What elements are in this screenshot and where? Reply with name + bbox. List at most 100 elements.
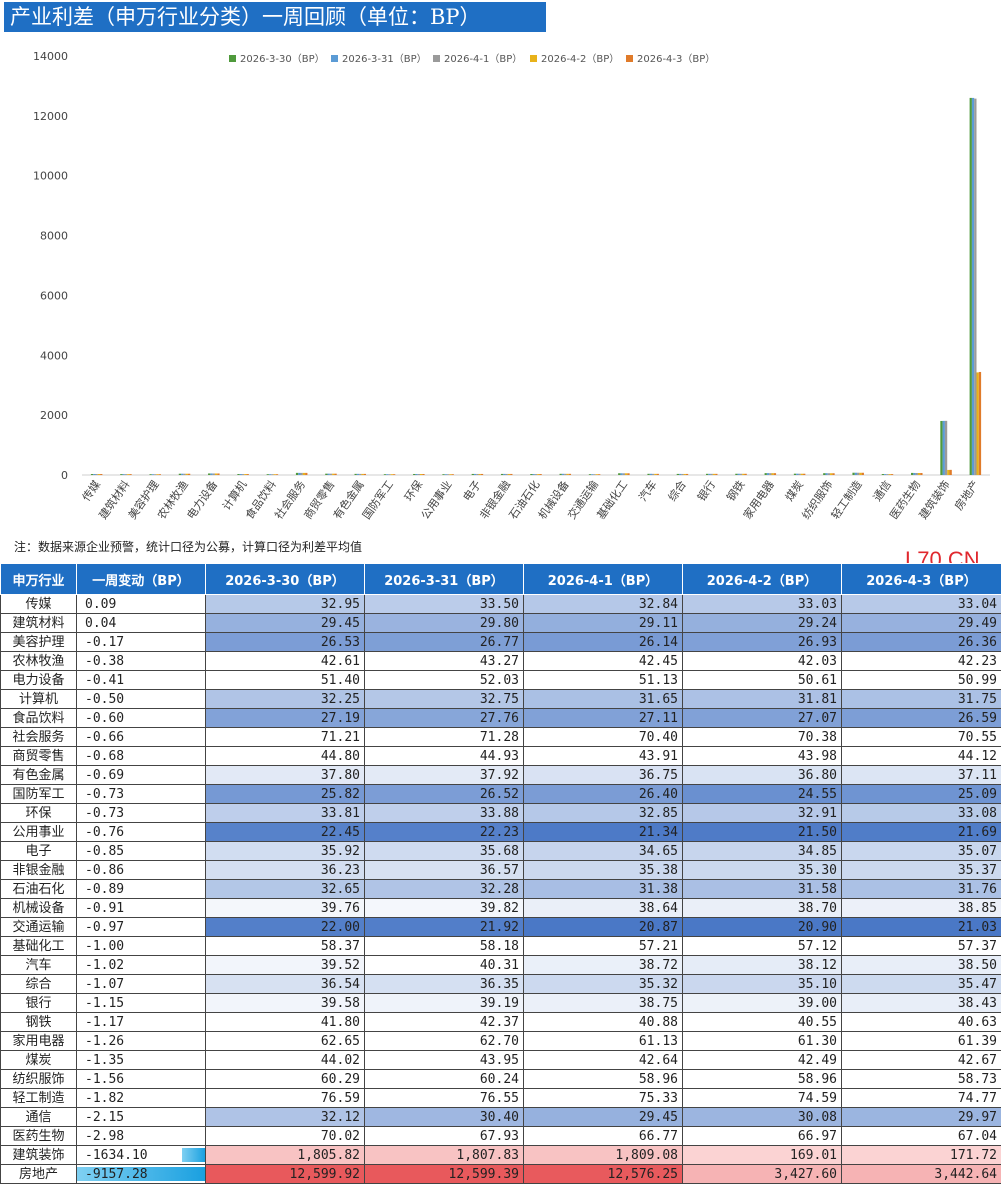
cell-spread-value: 39.58 <box>206 994 365 1013</box>
cell-spread-value: 20.87 <box>524 918 683 937</box>
cell-weekly-change: -0.69 <box>77 766 206 785</box>
cell-spread-value: 70.40 <box>524 728 683 747</box>
x-tick-label: 银行 <box>694 478 718 504</box>
cell-spread-value: 42.37 <box>365 1013 524 1032</box>
cell-weekly-change: -1.00 <box>77 937 206 956</box>
cell-industry: 建筑装饰 <box>1 1146 77 1165</box>
bar <box>774 473 776 475</box>
bar <box>539 474 541 475</box>
cell-spread-value: 24.55 <box>683 785 842 804</box>
cell-spread-value: 29.24 <box>683 614 842 633</box>
bar <box>920 473 922 475</box>
cell-industry: 建筑材料 <box>1 614 77 633</box>
weekly-change-value: -1.15 <box>85 996 124 1011</box>
weekly-change-value: 0.04 <box>85 616 116 631</box>
bar <box>713 474 715 475</box>
legend-label: 2026-4-1（BP） <box>444 53 522 65</box>
bar <box>303 473 305 475</box>
cell-spread-value: 32.84 <box>524 595 683 614</box>
y-tick-label: 0 <box>61 469 68 482</box>
cell-industry: 商贸零售 <box>1 747 77 766</box>
cell-spread-value: 33.88 <box>365 804 524 823</box>
cell-spread-value: 76.55 <box>365 1089 524 1108</box>
cell-spread-value: 1,807.83 <box>365 1146 524 1165</box>
cell-weekly-change: -1.35 <box>77 1051 206 1070</box>
weekly-change-value: -1.07 <box>85 977 124 992</box>
bar <box>479 474 481 475</box>
bar <box>361 474 363 475</box>
cell-weekly-change: -0.91 <box>77 899 206 918</box>
cell-spread-value: 60.29 <box>206 1070 365 1089</box>
cell-weekly-change: -0.17 <box>77 633 206 652</box>
bar <box>447 474 449 475</box>
bar <box>418 474 420 475</box>
cell-spread-value: 26.93 <box>683 633 842 652</box>
cell-spread-value: 38.64 <box>524 899 683 918</box>
cell-spread-value: 41.80 <box>206 1013 365 1032</box>
cell-spread-value: 31.58 <box>683 880 842 899</box>
cell-spread-value: 21.92 <box>365 918 524 937</box>
cell-spread-value: 34.65 <box>524 842 683 861</box>
bar <box>569 474 571 475</box>
bar <box>215 473 217 475</box>
cell-spread-value: 44.02 <box>206 1051 365 1070</box>
table-header-row: 申万行业 一周变动（BP） 2026-3-30（BP） 2026-3-31（BP… <box>1 564 1001 595</box>
cell-spread-value: 26.77 <box>365 633 524 652</box>
bar <box>593 474 595 475</box>
bar <box>767 473 769 475</box>
cell-spread-value: 61.30 <box>683 1032 842 1051</box>
bar <box>154 474 156 475</box>
cell-spread-value: 33.81 <box>206 804 365 823</box>
bar <box>771 473 773 475</box>
cell-spread-value: 26.36 <box>842 633 1001 652</box>
cell-spread-value: 26.53 <box>206 633 365 652</box>
cell-spread-value: 40.88 <box>524 1013 683 1032</box>
bar <box>945 421 947 475</box>
cell-spread-value: 70.38 <box>683 728 842 747</box>
bar <box>562 474 564 475</box>
bar <box>393 474 395 475</box>
bar <box>889 474 891 475</box>
x-tick-label: 建筑装饰 <box>916 478 953 522</box>
bar <box>247 474 249 475</box>
legend-label: 2026-3-31（BP） <box>342 53 427 65</box>
cell-spread-value: 22.00 <box>206 918 365 937</box>
weekly-change-bar <box>182 1148 205 1162</box>
bar <box>537 474 539 475</box>
cell-spread-value: 3,427.60 <box>683 1165 842 1184</box>
bar <box>183 474 185 475</box>
bar <box>950 470 952 475</box>
bar <box>765 473 767 475</box>
cell-spread-value: 25.09 <box>842 785 1001 804</box>
cell-spread-value: 62.65 <box>206 1032 365 1051</box>
cell-spread-value: 42.61 <box>206 652 365 671</box>
weekly-change-value: -1.02 <box>85 958 124 973</box>
cell-spread-value: 66.77 <box>524 1127 683 1146</box>
cell-industry: 银行 <box>1 994 77 1013</box>
cell-spread-value: 34.85 <box>683 842 842 861</box>
cell-industry: 钢铁 <box>1 1013 77 1032</box>
cell-weekly-change: -0.38 <box>77 652 206 671</box>
weekly-change-value: -0.89 <box>85 882 124 897</box>
cell-industry: 综合 <box>1 975 77 994</box>
cell-spread-value: 26.59 <box>842 709 1001 728</box>
bar <box>715 474 717 475</box>
cell-weekly-change: -0.50 <box>77 690 206 709</box>
cell-spread-value: 38.50 <box>842 956 1001 975</box>
y-tick-label: 14000 <box>33 50 68 63</box>
weekly-change-value: -2.15 <box>85 1110 124 1125</box>
x-tick-label: 电力设备 <box>184 478 221 522</box>
cell-industry: 农林牧渔 <box>1 652 77 671</box>
bar <box>296 473 298 475</box>
cell-spread-value: 36.35 <box>365 975 524 994</box>
cell-spread-value: 33.03 <box>683 595 842 614</box>
cell-spread-value: 31.81 <box>683 690 842 709</box>
cell-industry: 医药生物 <box>1 1127 77 1146</box>
